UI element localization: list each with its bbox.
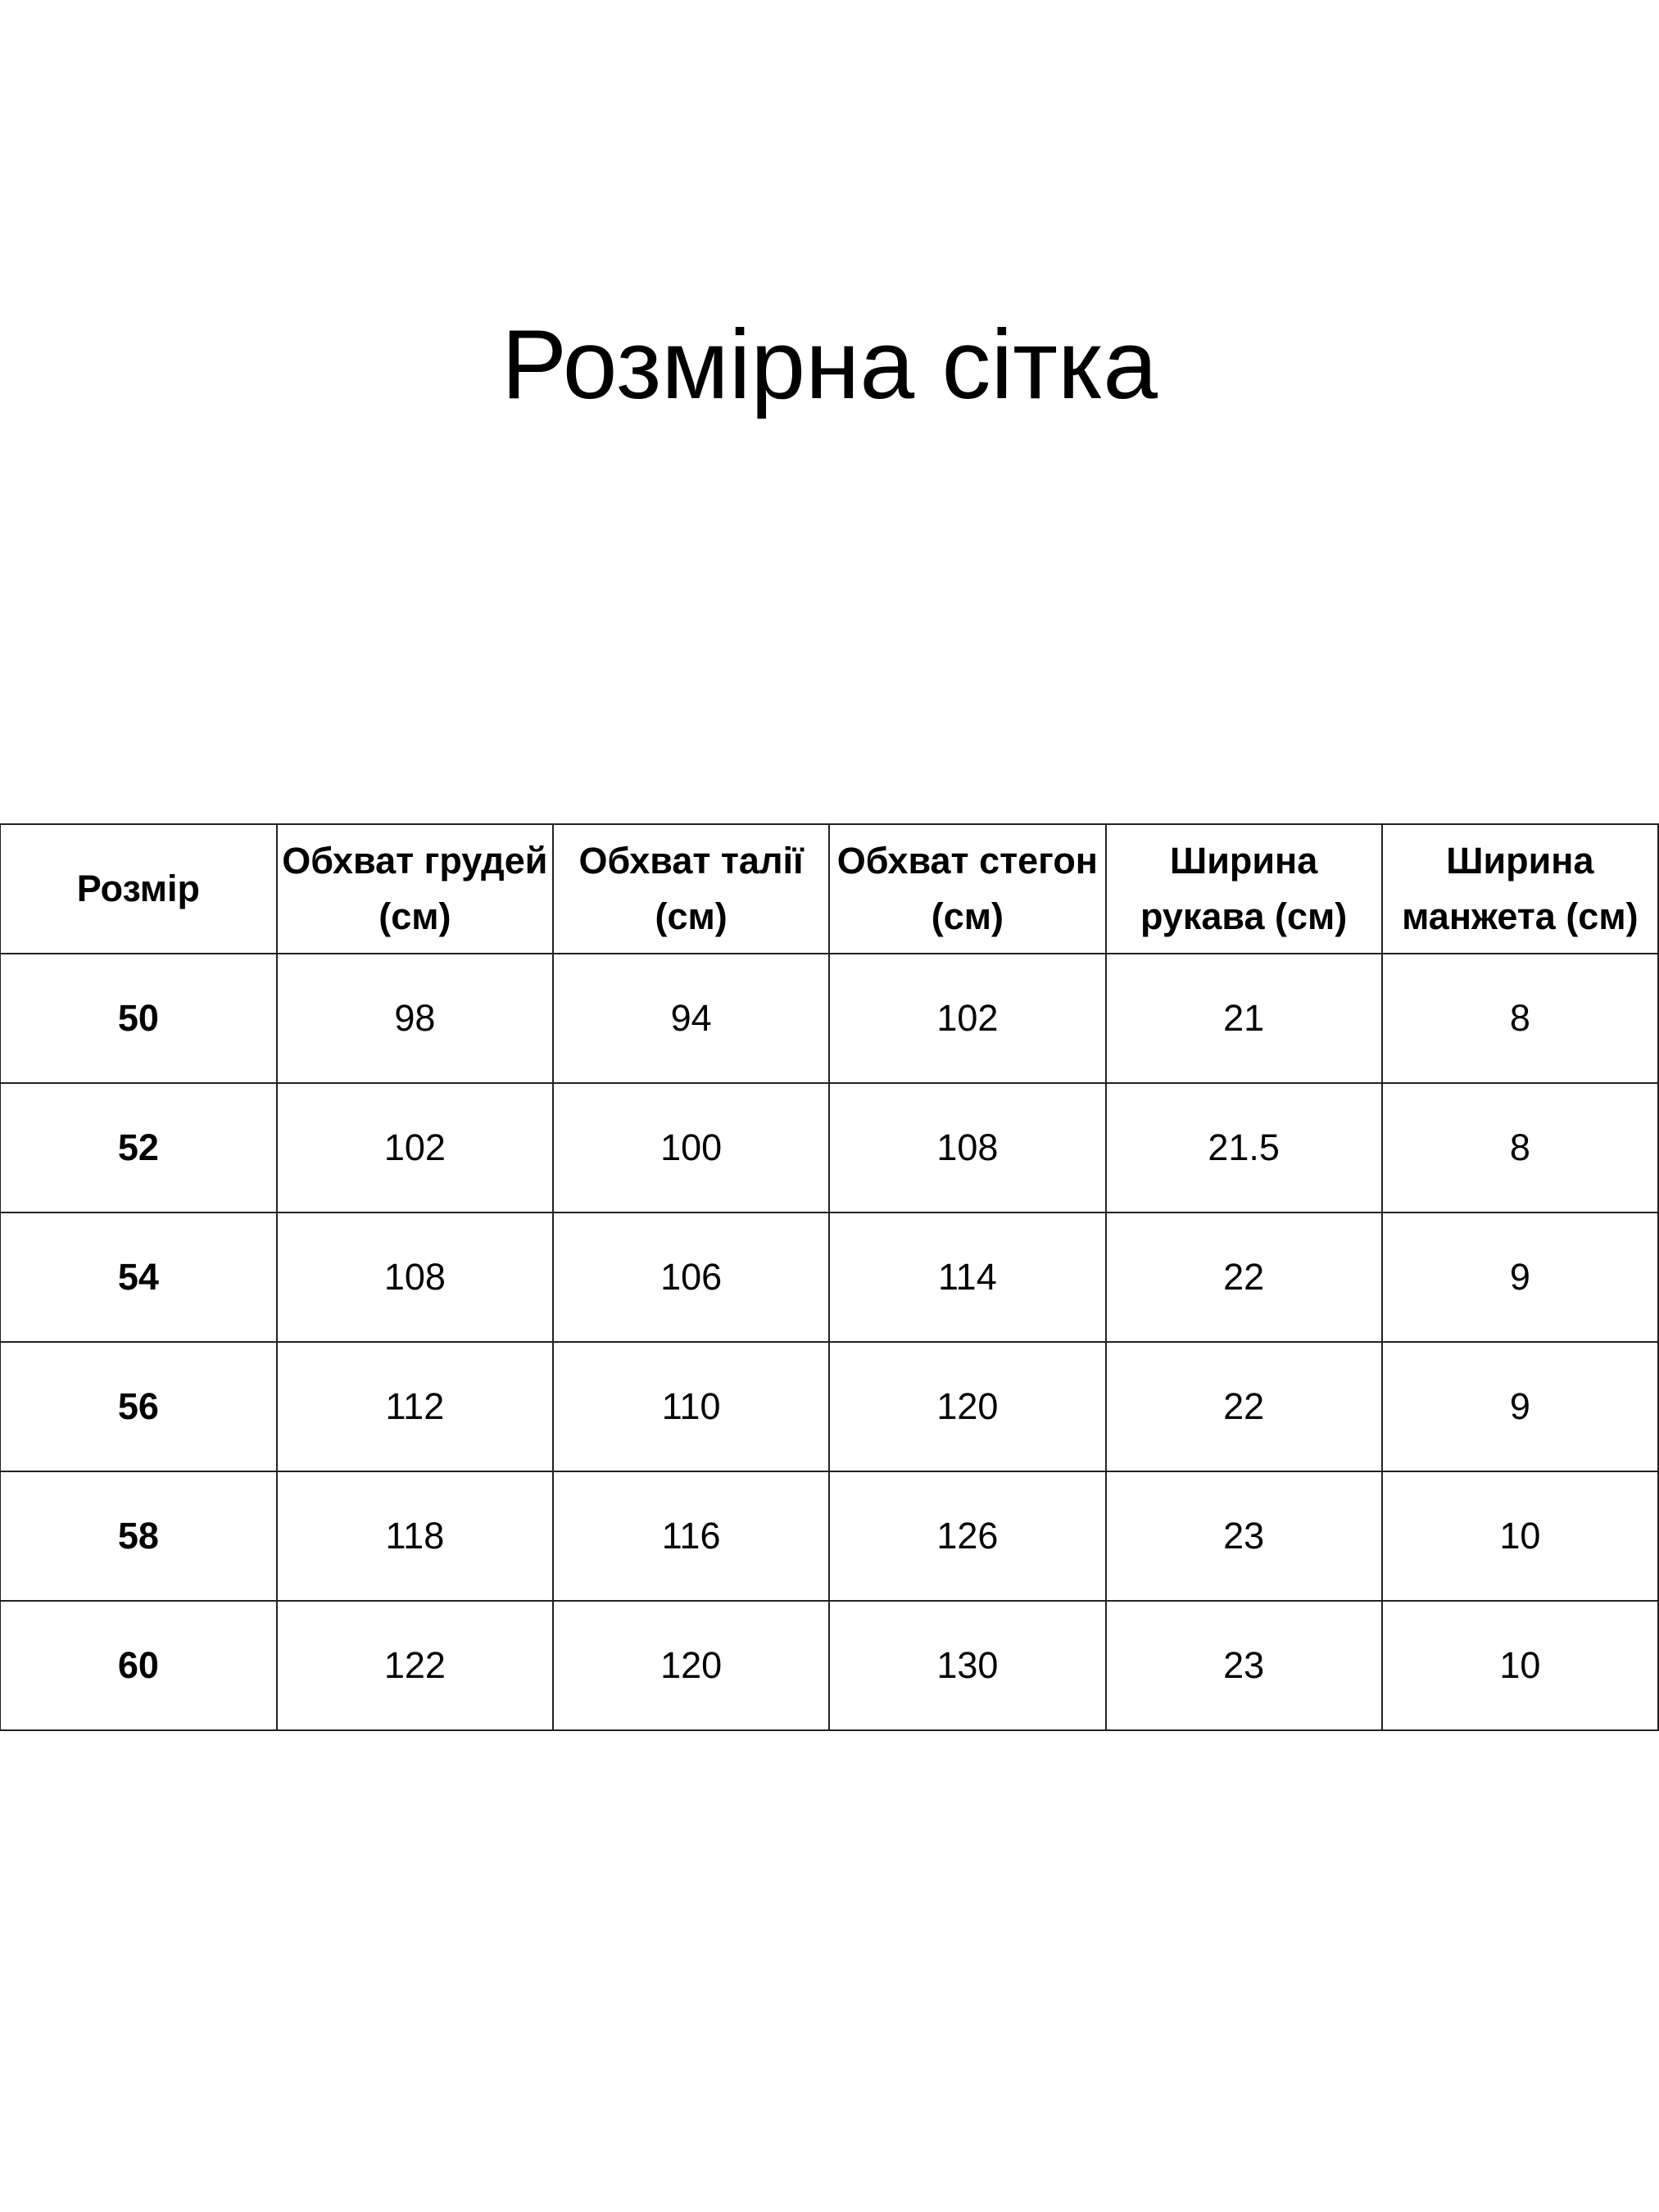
value-cell: 98 [275,953,555,1084]
header-waist: Обхват талії (см) [551,823,831,954]
value-cell: 10 [1380,1600,1659,1731]
value-cell: 21 [1104,953,1383,1084]
header-sleeve-width: Ширина рукава (см) [1104,823,1383,954]
header-size: Розмір [0,823,278,954]
value-cell: 9 [1380,1341,1659,1472]
value-cell: 120 [551,1600,831,1731]
value-cell: 116 [551,1471,831,1602]
value-cell: 8 [1380,1082,1659,1213]
value-cell: 102 [275,1082,555,1213]
size-cell: 58 [0,1471,278,1602]
value-cell: 23 [1104,1600,1383,1731]
value-cell: 110 [551,1341,831,1472]
value-cell: 23 [1104,1471,1383,1602]
value-cell: 108 [275,1212,555,1343]
size-cell: 54 [0,1212,278,1343]
header-hips: Обхват стегон (см) [828,823,1107,954]
value-cell: 130 [828,1600,1107,1731]
value-cell: 9 [1380,1212,1659,1343]
value-cell: 102 [828,953,1107,1084]
size-chart-table: Розмір Обхват грудей (см) Обхват талії (… [0,823,1659,1731]
table-header-row: Розмір Обхват грудей (см) Обхват талії (… [0,823,1659,954]
size-cell: 60 [0,1600,278,1731]
table-row: 60 122 120 130 23 10 [0,1600,1659,1731]
value-cell: 112 [275,1341,555,1472]
value-cell: 122 [275,1600,555,1731]
table-row: 50 98 94 102 21 8 [0,953,1659,1084]
size-cell: 52 [0,1082,278,1213]
table-row: 56 112 110 120 22 9 [0,1341,1659,1472]
value-cell: 106 [551,1212,831,1343]
page-title: Розмірна сітка [501,310,1158,419]
value-cell: 21.5 [1104,1082,1383,1213]
value-cell: 118 [275,1471,555,1602]
size-cell: 50 [0,953,278,1084]
header-chest: Обхват грудей (см) [275,823,555,954]
value-cell: 22 [1104,1341,1383,1472]
value-cell: 126 [828,1471,1107,1602]
table-row: 58 118 116 126 23 10 [0,1471,1659,1602]
table-row: 52 102 100 108 21.5 8 [0,1082,1659,1213]
value-cell: 94 [551,953,831,1084]
header-cuff-width: Ширина манжета (см) [1380,823,1659,954]
size-cell: 56 [0,1341,278,1472]
value-cell: 10 [1380,1471,1659,1602]
value-cell: 100 [551,1082,831,1213]
table-row: 54 108 106 114 22 9 [0,1212,1659,1343]
value-cell: 108 [828,1082,1107,1213]
value-cell: 120 [828,1341,1107,1472]
value-cell: 114 [828,1212,1107,1343]
value-cell: 22 [1104,1212,1383,1343]
value-cell: 8 [1380,953,1659,1084]
